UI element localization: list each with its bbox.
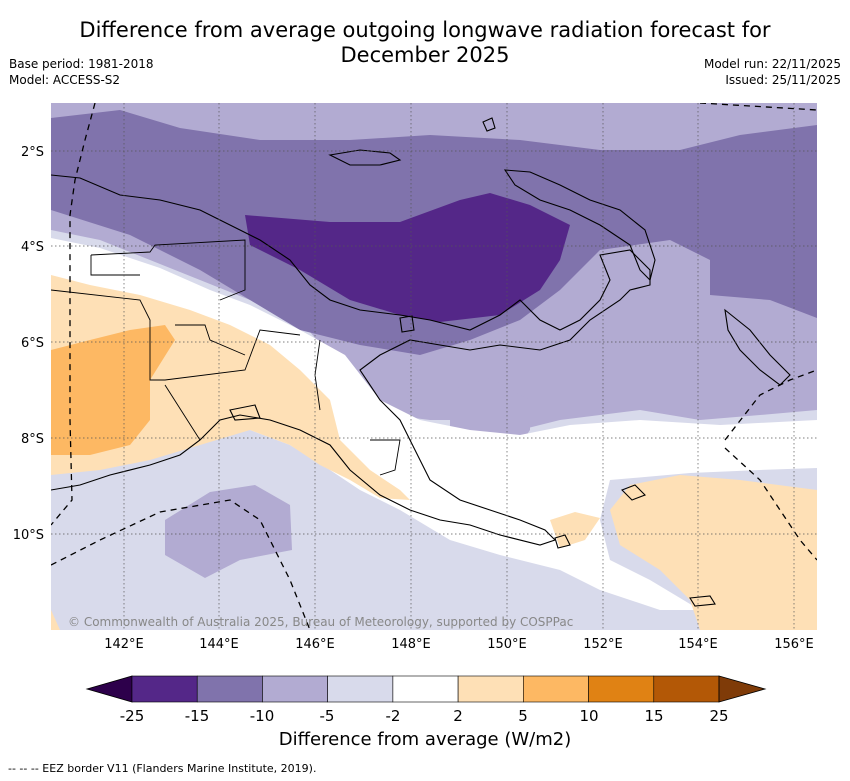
eez-border-west (51, 103, 96, 526)
colorbar-bin (196, 675, 263, 703)
province-border (51, 289, 301, 381)
colorbar: -25 -15 -10 -5 -2 2 5 10 15 25 (85, 675, 767, 725)
band-2-5-east (610, 475, 817, 630)
lon-label: 156°E (774, 637, 814, 652)
new-guinea-coast (51, 174, 651, 546)
colorbar-tick-label: 25 (709, 707, 728, 725)
new-ireland-coast (328, 149, 402, 166)
lat-label: 8°S (21, 432, 44, 447)
lon-label: 150°E (487, 637, 527, 652)
colorbar-tick-label: 5 (518, 707, 528, 725)
issued-date: Issued: 25/11/2025 (725, 73, 841, 87)
colorbar-bin (131, 675, 198, 703)
lat-label: 10°S (13, 528, 44, 543)
title-line-2: December 2025 (340, 43, 510, 67)
colorbar-tick-label: 10 (579, 707, 598, 725)
band-2-5-sw (51, 610, 60, 630)
colorbar-tick-label: -10 (250, 707, 275, 725)
colorbar-tick-label: -5 (320, 707, 335, 725)
copyright-credit: © Commonwealth of Australia 2025, Bureau… (68, 615, 573, 629)
eez-border-ne (699, 103, 817, 111)
colorbar-tick-label: -25 (120, 707, 145, 725)
lon-label: 144°E (199, 637, 239, 652)
province-border (370, 439, 401, 476)
band-5-10-west (51, 325, 175, 455)
chart-title: Difference from average outgoing longwav… (0, 18, 850, 68)
colorbar-title: Difference from average (W/m2) (278, 729, 572, 750)
base-period: Base period: 1981-2018 (9, 57, 154, 71)
colorbar-bin (588, 675, 655, 703)
colorbar-under-arrow (85, 675, 133, 703)
lat-label: 4°S (21, 240, 44, 255)
anomaly-field (51, 103, 817, 630)
province-border (90, 239, 246, 301)
island-coast-3 (554, 534, 571, 549)
colorbar-bin (392, 675, 459, 703)
colorbar-bin (523, 675, 589, 703)
colorbar-over-arrow (718, 675, 767, 703)
colorbar-tick-label: -15 (185, 707, 210, 725)
band-minus10-minus5-south (165, 485, 292, 578)
colorbar-bin (653, 675, 720, 703)
eez-border-east (724, 369, 817, 441)
island-coast-6 (229, 404, 261, 421)
eez-footnote: -- -- -- EEZ border V11 (Flanders Marine… (8, 762, 317, 775)
lat-label: 2°S (21, 145, 44, 160)
meta-right: Model run: 22/11/2025 Issued: 25/11/2025 (704, 56, 841, 88)
colorbar-bin (327, 675, 394, 703)
eez-borders (51, 103, 817, 630)
island-coast-4 (689, 595, 716, 607)
lon-label: 154°E (678, 637, 718, 652)
band-2-5-small (550, 512, 600, 548)
band-minus2-2 (51, 238, 817, 610)
eez-border-sw (51, 499, 311, 630)
lon-label: 146°E (295, 637, 335, 652)
model-run: Model run: 22/11/2025 (703, 57, 841, 71)
colorbar-tick-label: -2 (386, 707, 401, 725)
lon-label: 142°E (104, 637, 144, 652)
new-britain-coast (503, 169, 656, 282)
colorbar-bin (457, 675, 524, 703)
lon-label: 152°E (583, 637, 623, 652)
colorbar-tick-label: 2 (453, 707, 463, 725)
band-minus25-minus15 (245, 193, 570, 322)
meta-left: Base period: 1981-2018 Model: ACCESS-S2 (9, 56, 154, 88)
province-border (164, 384, 201, 441)
island-coast-2 (621, 484, 646, 501)
model-name: Model: ACCESS-S2 (9, 73, 121, 87)
title-line-1: Difference from average outgoing longwav… (79, 18, 771, 42)
island-coast-1 (482, 117, 496, 132)
province-border (175, 324, 246, 356)
lon-label: 148°E (391, 637, 431, 652)
colorbar-tick-label: 15 (644, 707, 663, 725)
island-coast-5 (399, 315, 415, 333)
eez-border-se (724, 447, 817, 561)
lat-label: 6°S (21, 336, 44, 351)
colorbar-bin (262, 675, 328, 703)
